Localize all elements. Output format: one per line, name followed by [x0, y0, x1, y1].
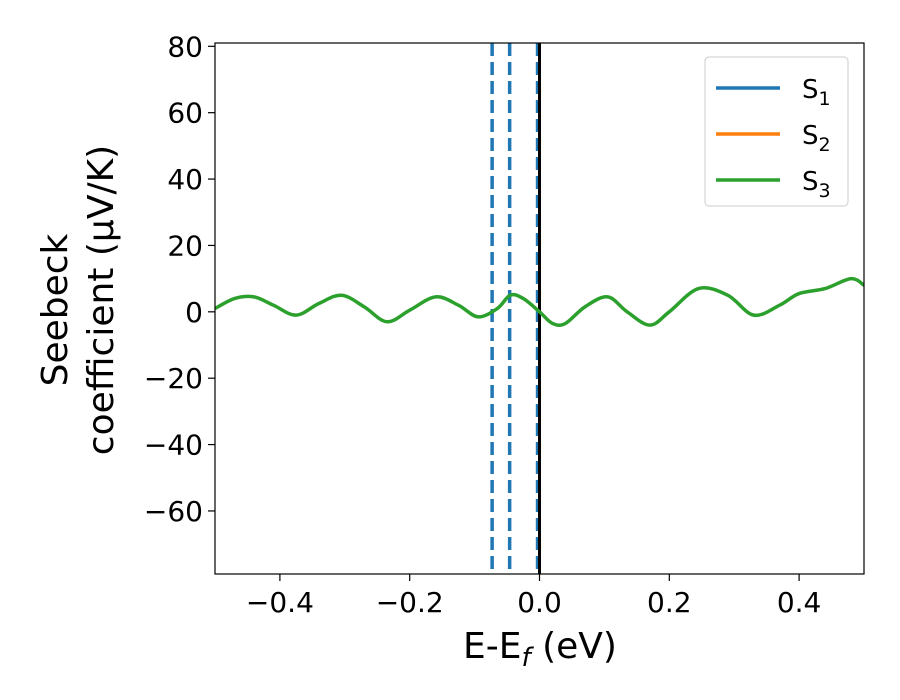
x-axis-title-main: E-E	[463, 626, 521, 667]
legend-label-s3: S3	[802, 167, 831, 202]
x-tick-label: 0.4	[777, 586, 822, 619]
legend-label-s2: S2	[802, 121, 831, 156]
y-tick-label: −20	[144, 362, 203, 395]
legend-frame	[704, 56, 849, 207]
x-tick-label: 0.0	[517, 586, 562, 619]
vertical-lines	[490, 43, 541, 574]
y-axis-title-line2: coefficient (μV/K)	[81, 145, 122, 455]
x-tick-label: 0.2	[647, 586, 692, 619]
y-tick-label: 40	[167, 163, 203, 196]
y-axis-title-line1: Seebeck	[35, 233, 76, 386]
series-line-s3	[215, 276, 864, 327]
x-tick-label: −0.2	[376, 586, 444, 619]
y-tick-label: −60	[144, 495, 203, 528]
legend: S1 S2 S3	[704, 56, 849, 207]
y-axis-ticks: −60 −40 −20 0 20 40 60 80	[144, 30, 215, 528]
y-tick-label: 0	[185, 296, 203, 329]
y-tick-label: 20	[167, 229, 203, 262]
y-tick-label: −40	[144, 429, 203, 462]
y-tick-label: 80	[167, 30, 203, 63]
x-axis-title-unit: (eV)	[531, 626, 617, 667]
series-lines	[215, 276, 864, 327]
y-tick-label: 60	[167, 97, 203, 130]
legend-label-s1: S1	[802, 75, 831, 110]
x-tick-label: −0.4	[246, 586, 314, 619]
x-axis-ticks: −0.4 −0.2 0.0 0.2 0.4	[246, 574, 821, 619]
x-axis-title: E-Ef (eV)	[463, 626, 617, 673]
